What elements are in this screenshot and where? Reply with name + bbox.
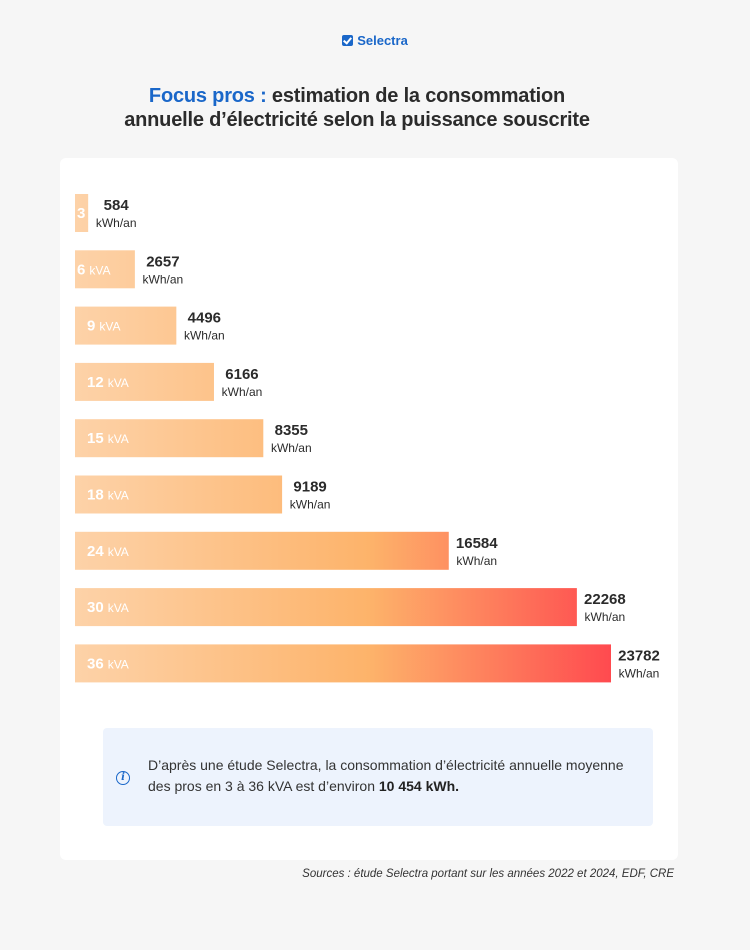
category-label: 24 kVA [87, 543, 129, 560]
value-unit-label: kWh/an [585, 610, 626, 624]
title-line1: estimation de la consommation [266, 85, 566, 107]
brand-name: Selectra [357, 33, 408, 48]
page-title: Focus pros : estimation de la consommati… [0, 84, 714, 132]
value-unit-label: kWh/an [271, 441, 312, 455]
bar-3-kva [75, 194, 89, 232]
bar-15-kva [75, 419, 264, 458]
value-unit-label: kWh/an [619, 666, 660, 680]
category-label: 9 kVA [87, 318, 120, 335]
bar-36-kva [75, 644, 611, 683]
value-label: 6166 [225, 366, 258, 383]
category-label: 12 kVA [87, 374, 129, 391]
title-accent: Focus pros : [148, 85, 267, 107]
value-label: 23782 [618, 647, 660, 664]
value-label: 4496 [188, 310, 221, 327]
sources-note: Sources : étude Selectra portant sur les… [302, 868, 674, 880]
value-label: 22268 [584, 591, 626, 608]
info-body: D’après une étude Selectra, la consommat… [148, 757, 624, 794]
bar-9-kva [75, 306, 177, 345]
info-box: i D’après une étude Selectra, la consomm… [103, 728, 653, 826]
value-unit-label: kWh/an [184, 329, 225, 343]
value-unit-label: kWh/an [290, 498, 331, 512]
bar-24-kva [75, 531, 449, 570]
brand-logo: Selectra [0, 33, 750, 48]
bar-6-kva [75, 250, 135, 289]
category-label: 18 kVA [87, 487, 129, 504]
logo-check-icon [342, 35, 354, 46]
value-label: 16584 [456, 535, 498, 552]
info-highlight: 10 454 kWh. [378, 778, 460, 794]
value-label: 9189 [293, 479, 326, 496]
value-unit-label: kWh/an [143, 272, 184, 286]
category-label: 15 kVA [87, 430, 129, 447]
value-unit-label: kWh/an [456, 554, 497, 568]
info-icon: i [116, 771, 130, 785]
value-label: 8355 [275, 422, 308, 439]
value-label: 584 [104, 197, 130, 214]
category-label: 6 kVA [77, 261, 110, 278]
category-label: 3 kVA [77, 205, 110, 222]
category-label: 36 kVA [87, 655, 129, 672]
bar-30-kva [75, 588, 577, 627]
value-unit-label: kWh/an [96, 216, 137, 230]
value-label: 2657 [146, 253, 179, 270]
title-line2: annuelle d’électricité selon la puissanc… [124, 109, 590, 131]
bar-12-kva [75, 362, 214, 401]
bar-18-kva [75, 475, 283, 514]
chart-card: 3 kVA 584 kWh/an 6 kVA 2657 kWh/an 9 kVA 4496 kWh/a… [60, 158, 678, 860]
value-unit-label: kWh/an [222, 385, 263, 399]
info-text: D’après une étude Selectra, la consommat… [148, 755, 628, 797]
category-label: 30 kVA [87, 599, 129, 616]
